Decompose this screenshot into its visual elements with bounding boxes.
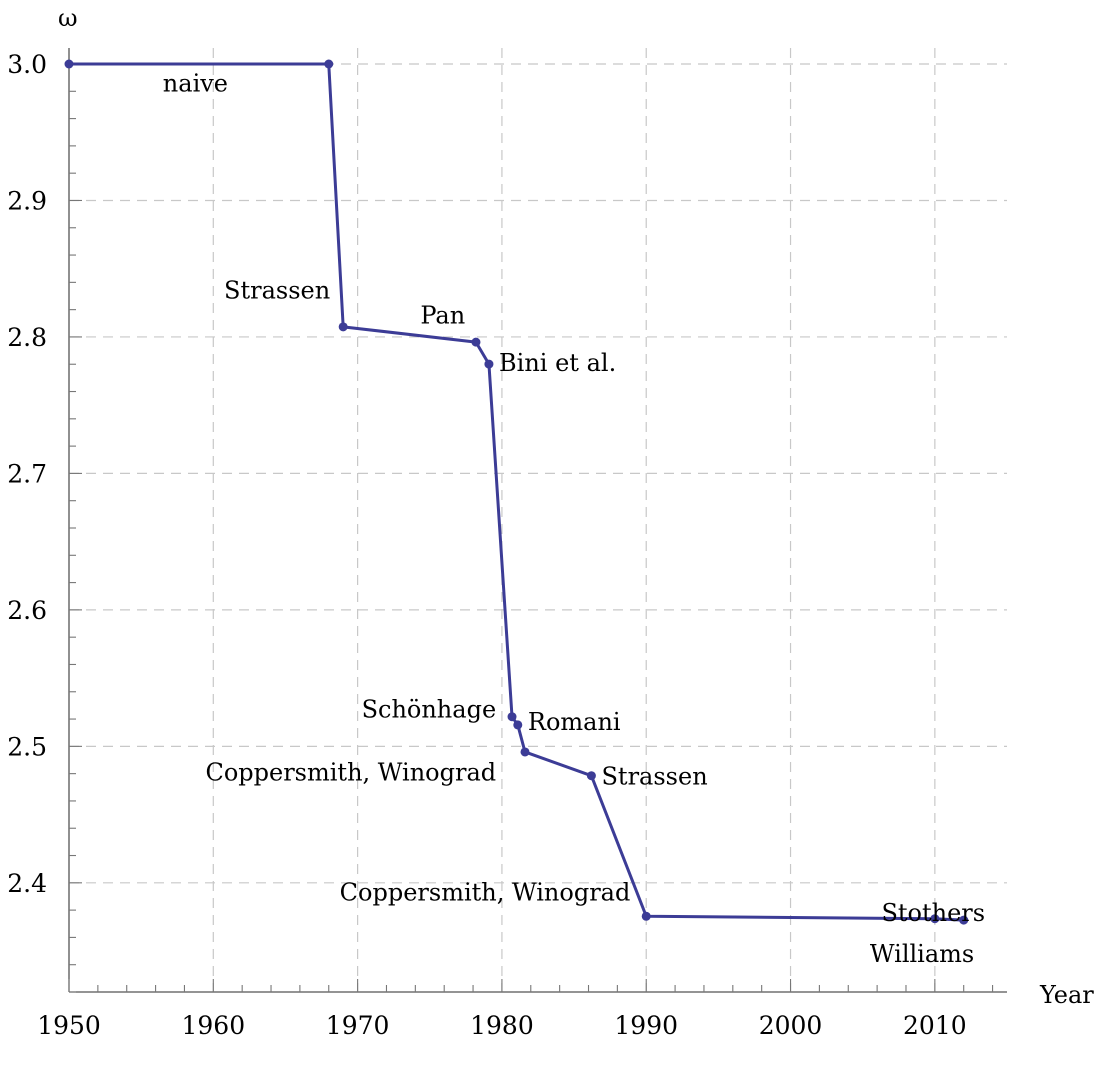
annotation-label: Romani [528, 708, 621, 736]
x-tick-label: 2000 [759, 1011, 823, 1040]
data-point [324, 59, 334, 69]
data-point [930, 914, 940, 924]
axes [68, 48, 1007, 993]
x-tick-label: 1980 [470, 1011, 534, 1040]
y-tick-label: 2.9 [7, 186, 47, 215]
y-tick-label: 2.4 [7, 869, 47, 898]
annotation-label: Strassen [224, 277, 330, 305]
annotation-label: Pan [420, 301, 465, 329]
series-line [69, 62, 964, 922]
tick-labels: 1950 1960 1970 1980 1990 2000 2010 2.4 2.5 2.6 2.7… [7, 50, 966, 1040]
x-tick-label: 2010 [903, 1011, 967, 1040]
data-point [520, 747, 530, 757]
y-tick-label: 2.5 [7, 732, 47, 761]
data-point [338, 322, 348, 332]
annotation-label: Schönhage [362, 696, 497, 724]
data-point [586, 771, 596, 781]
annotation-label: Williams [870, 940, 974, 968]
x-axis-title: Year [1039, 981, 1094, 1009]
y-tick-label: 2.6 [7, 596, 47, 625]
data-point [471, 337, 481, 347]
y-axis-title: ω [58, 4, 78, 32]
data-point [513, 720, 523, 730]
annotation-label: Strassen [601, 763, 707, 791]
y-tick-label: 3.0 [7, 50, 47, 79]
data-point [64, 59, 74, 69]
x-tick-label: 1950 [37, 1011, 101, 1040]
data-point [641, 911, 651, 921]
grid [69, 48, 1007, 992]
y-tick-label: 2.7 [7, 459, 47, 488]
tick-marks [68, 63, 994, 993]
x-tick-label: 1960 [181, 1011, 245, 1040]
y-tick-label: 2.8 [7, 323, 47, 352]
annotation-label: Coppersmith, Winograd [205, 758, 496, 786]
annotation-label: Bini et al. [499, 349, 616, 377]
data-points [64, 59, 969, 925]
data-point [507, 712, 517, 722]
annotation-label: Coppersmith, Winograd [340, 879, 631, 907]
data-point [959, 915, 969, 925]
annotations: naive Strassen Pan Bini et al. Schönhage Roma… [163, 69, 985, 968]
annotation-label: naive [163, 69, 228, 97]
annotation-label: Stothers [881, 899, 985, 927]
x-tick-label: 1970 [326, 1011, 390, 1040]
data-point [484, 359, 494, 369]
x-tick-label: 1990 [614, 1011, 678, 1040]
